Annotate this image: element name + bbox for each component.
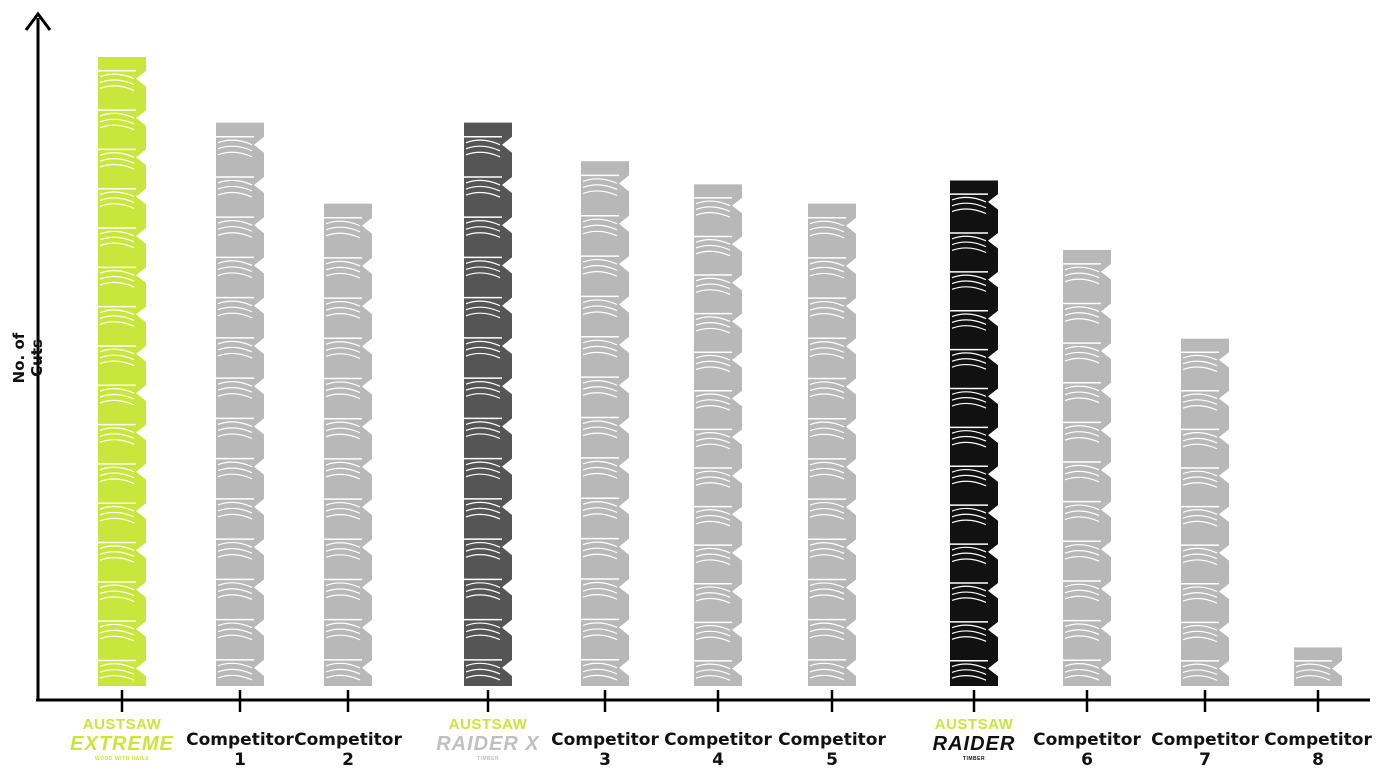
x-tick-label-line2: 3 [599,750,611,770]
x-tick-label-7: Competitor 5 [772,730,892,770]
x-tick-label-line2: 2 [342,750,354,770]
x-tick-label-line1: Competitor [186,730,294,750]
x-tick-label-line1: Competitor [778,730,886,750]
x-tick-label-5: Competitor 3 [545,730,665,770]
x-tick-label-line2: 7 [1199,750,1211,770]
x-tick-label-3: Competitor 2 [288,730,408,770]
brand-product: EXTREME [70,733,174,755]
x-tick-label-line2: 6 [1081,750,1093,770]
bar-10 [1181,338,1229,686]
x-tick-label-9: Competitor 6 [1027,730,1147,770]
brand-tagline: TIMBER [962,756,986,762]
x-tick-label-6: Competitor 4 [658,730,778,770]
x-tick-label-11: Competitor 8 [1258,730,1378,770]
brand-tagline: WOOD WITH NAILS [94,756,150,762]
x-tick-label-10: Competitor 7 [1145,730,1265,770]
x-tick-label-line1: Competitor [1264,730,1372,750]
brand-tagline: TIMBER [476,756,500,762]
y-axis-arrow-icon [24,11,52,31]
bar-1 [98,57,146,686]
bar-8 [950,180,998,686]
x-tick-label-line1: Competitor [1151,730,1259,750]
bar-7 [808,203,856,686]
y-axis-label: No. of Cuts [10,332,46,384]
bar-5 [581,161,629,686]
x-tick-label-line1: Competitor [1033,730,1141,750]
x-tick-label-2: Competitor 1 [180,730,300,770]
brand-product: RAIDER [932,733,1016,755]
x-ticks-group [120,690,1320,712]
brand-name: AUSTSAW [934,716,1014,733]
x-tick-label-line1: Competitor [551,730,659,750]
x-tick-label-line2: 1 [234,750,246,770]
bar-6 [694,184,742,686]
x-tick-brand-8: AUSTSAW RAIDER TIMBER [909,716,1039,762]
brand-product: RAIDER X [436,733,540,755]
x-tick-label-line1: Competitor [294,730,402,750]
x-tick-label-line2: 8 [1312,750,1324,770]
bars-group [98,57,1342,687]
bar-4 [464,122,512,687]
bar-2 [216,122,264,687]
x-tick-label-line2: 5 [826,750,838,770]
x-tick-label-line1: Competitor [664,730,772,750]
x-tick-brand-4: AUSTSAW RAIDER X TIMBER [423,716,553,762]
x-tick-brand-1: AUSTSAW EXTREME WOOD WITH NAILS [57,716,187,762]
brand-name: AUSTSAW [82,716,162,733]
brand-name: AUSTSAW [448,716,528,733]
x-tick-label-line2: 4 [712,750,724,770]
bar-9 [1063,249,1111,686]
bar-3 [324,203,372,686]
bar-11 [1294,647,1342,686]
